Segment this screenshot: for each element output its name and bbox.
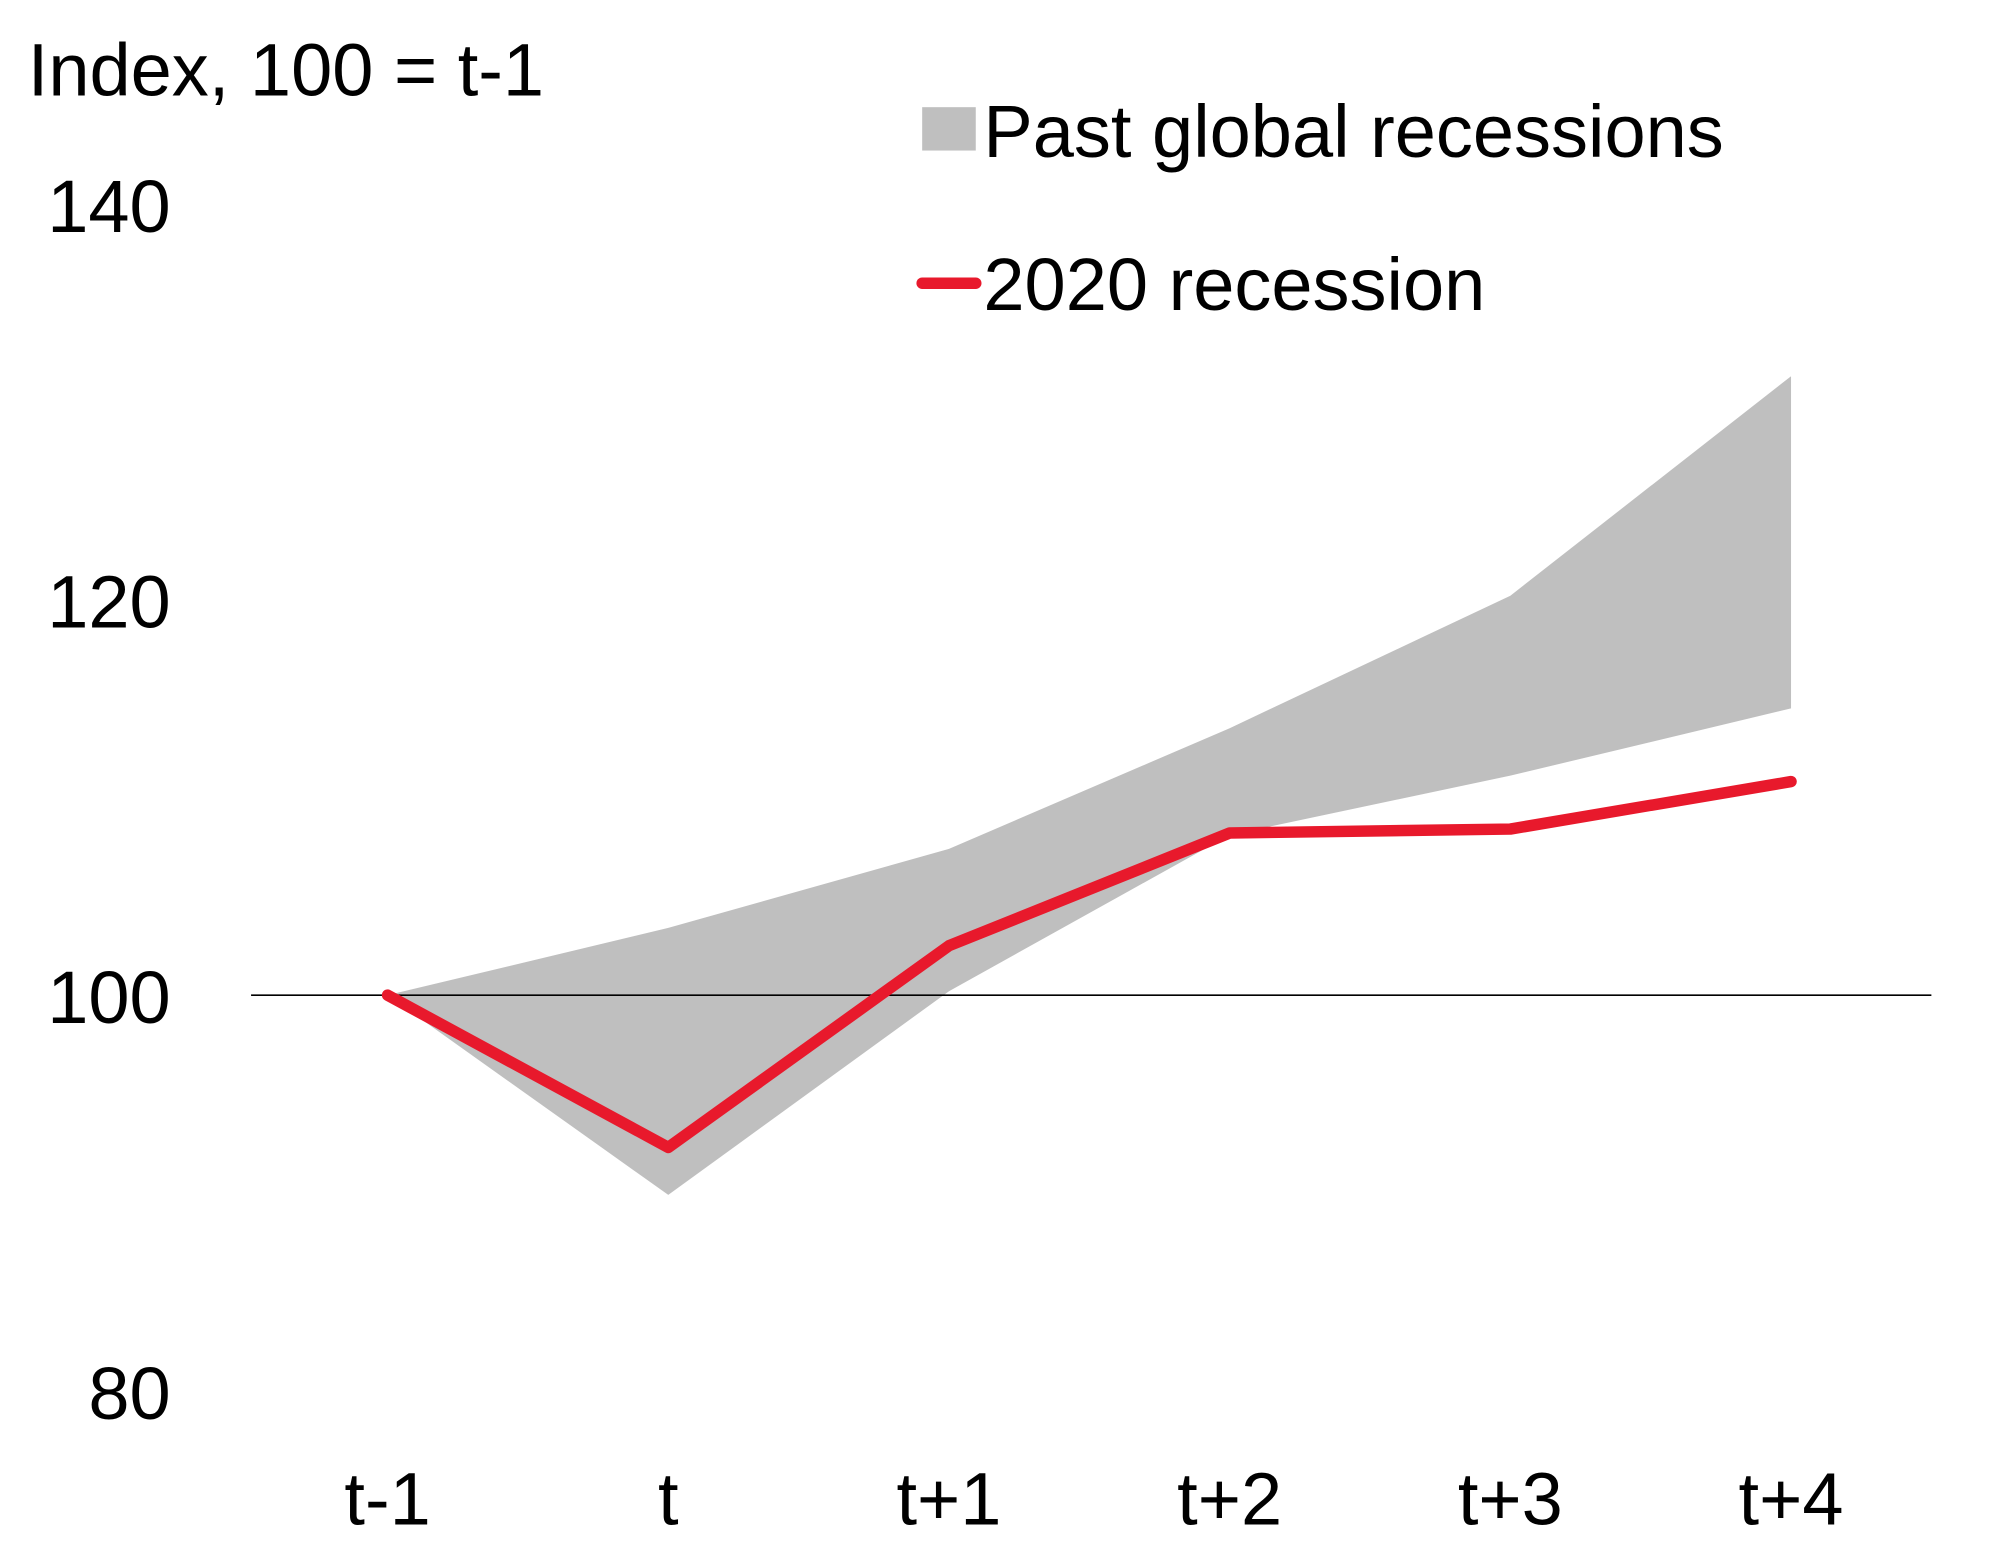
x-tick-label: t+1 bbox=[896, 1458, 1001, 1541]
x-tick-label: t+4 bbox=[1739, 1458, 1844, 1541]
x-tick-label: t-1 bbox=[344, 1458, 430, 1541]
series-layer bbox=[381, 775, 1797, 1154]
x-tick-label: t bbox=[658, 1458, 679, 1541]
band-layer bbox=[387, 376, 1792, 1195]
legend-label-line: 2020 recession bbox=[983, 243, 1485, 326]
series-line-2020-recession bbox=[381, 775, 1797, 1154]
x-tick-label: t+3 bbox=[1458, 1458, 1563, 1541]
legend: Past global recessions 2020 recession bbox=[916, 90, 1724, 326]
x-tick-labels: t-1 t t+1 t+2 t+3 t+4 bbox=[344, 1458, 1843, 1541]
y-tick-label: 100 bbox=[47, 956, 170, 1039]
band-past-global-recessions bbox=[387, 376, 1792, 1195]
y-tick-label: 80 bbox=[88, 1352, 170, 1435]
y-tick-label: 120 bbox=[47, 561, 170, 644]
legend-label-band: Past global recessions bbox=[983, 90, 1723, 173]
x-tick-label: t+2 bbox=[1177, 1458, 1282, 1541]
y-axis-label: Index, 100 = t-1 bbox=[28, 29, 544, 112]
y-tick-label: 140 bbox=[47, 165, 170, 248]
legend-swatch-band bbox=[922, 107, 976, 151]
y-tick-labels: 80 100 120 140 bbox=[47, 165, 170, 1435]
